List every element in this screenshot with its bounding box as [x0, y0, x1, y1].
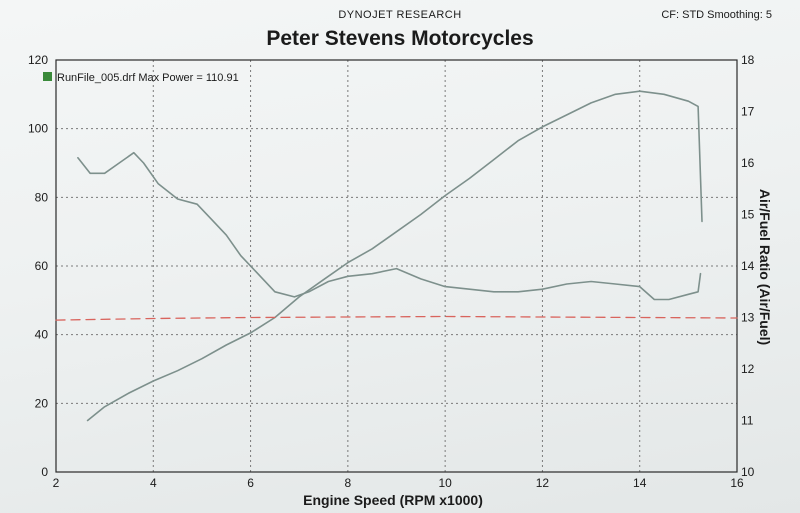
left-tick-label: 60	[35, 259, 49, 273]
afr-target-line	[55, 315, 738, 321]
x-tick-label: 12	[536, 476, 550, 490]
x-tick-label: 14	[633, 476, 647, 490]
right-axis-label: Air/Fuel Ratio (Air/Fuel)	[757, 189, 773, 345]
x-tick-label: 10	[438, 476, 452, 490]
right-tick-label: 11	[741, 414, 754, 428]
legend: RunFile_005.drf Max Power = 110.91	[43, 72, 239, 84]
x-axis-label: Engine Speed (RPM x1000)	[303, 492, 483, 508]
x-tick-label: 16	[730, 476, 744, 490]
afr-curve	[77, 151, 702, 301]
grid	[56, 60, 737, 472]
x-tick-label: 6	[247, 476, 254, 490]
right-tick-label: 17	[741, 105, 755, 119]
right-tick-label: 14	[741, 259, 755, 273]
left-tick-label: 100	[28, 122, 48, 136]
x-tick-label: 2	[53, 476, 60, 490]
chart-title: Peter Stevens Motorcycles	[266, 27, 534, 50]
right-tick-label: 16	[741, 156, 755, 170]
left-tick-label: 0	[41, 465, 48, 479]
left-tick-label: 20	[35, 396, 49, 410]
plot-frame	[55, 59, 738, 473]
right-tick-label: 10	[741, 465, 755, 479]
x-tick-label: 8	[345, 476, 352, 490]
legend-label: RunFile_005.drf Max Power = 110.91	[57, 72, 239, 84]
series	[55, 90, 738, 422]
axis-ticks: 2 4 6 8 10 12 14 16 0 20 40 60 80 100 120 10 11 12 13 14 15 1…	[28, 53, 755, 490]
power-curve	[86, 90, 703, 422]
company-name: DYNOJET RESEARCH	[338, 9, 462, 21]
correction-settings: CF: STD Smoothing: 5	[661, 9, 772, 21]
left-tick-label: 80	[35, 190, 49, 204]
left-tick-label: 120	[28, 53, 48, 67]
right-tick-label: 13	[741, 311, 755, 325]
right-tick-label: 15	[741, 208, 755, 222]
right-tick-label: 12	[741, 362, 755, 376]
x-tick-label: 4	[150, 476, 157, 490]
left-tick-label: 40	[35, 328, 49, 342]
right-tick-label: 18	[741, 53, 755, 67]
legend-swatch	[43, 72, 52, 81]
